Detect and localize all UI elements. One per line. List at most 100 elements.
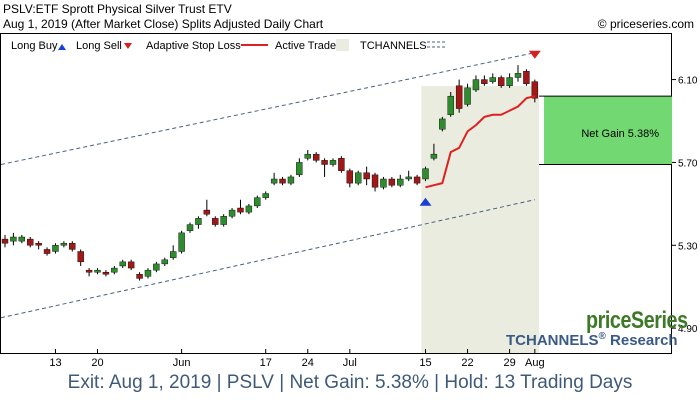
candle	[245, 203, 253, 215]
candle	[254, 195, 261, 208]
x-tick-label: 22	[461, 357, 473, 369]
candle-body	[523, 71, 530, 84]
candle	[312, 152, 320, 163]
candle-body	[531, 81, 539, 99]
candle	[178, 230, 185, 254]
candle	[27, 237, 34, 248]
candle	[439, 116, 446, 132]
lower-channel-line	[0, 199, 535, 319]
y-tick-label: 4.90	[678, 324, 698, 335]
candle-body	[287, 176, 295, 184]
candle	[455, 79, 463, 113]
candle	[161, 257, 168, 266]
chart-title: PSLV:ETF Sprott Physical Silver Trust ET…	[3, 2, 232, 16]
candle-body	[245, 205, 253, 213]
candle	[144, 268, 152, 279]
candle-body	[35, 243, 42, 246]
candle	[228, 208, 236, 219]
tchannels-research-suffix: Research	[605, 332, 678, 349]
candle-body	[60, 243, 68, 246]
candle	[296, 158, 303, 177]
legend-up-arrow-icon	[58, 44, 66, 50]
candle-body	[447, 95, 454, 115]
candle	[388, 176, 396, 188]
candle-body	[237, 207, 244, 213]
trade-summary-footer: Exit: Aug 1, 2019 | PSLV | Net Gain: 5.3…	[67, 372, 633, 393]
candle-body	[43, 249, 51, 254]
registered-mark: ®	[598, 331, 606, 342]
candle	[397, 174, 404, 188]
candle-body	[430, 153, 438, 159]
y-tick-label: 5.30	[678, 241, 698, 252]
candle-body	[85, 269, 93, 273]
candle-body	[497, 77, 505, 86]
x-tick-label: Jul	[343, 357, 357, 369]
candle-body	[397, 178, 404, 186]
legend-long-buy-label: Long Buy	[11, 40, 58, 52]
candle-body	[119, 261, 126, 267]
tchannels-research-logo: TCHANNELS® Research	[506, 331, 678, 349]
candle	[69, 241, 76, 252]
candle-body	[102, 272, 110, 275]
candle	[18, 234, 26, 244]
candle	[119, 259, 126, 269]
candle	[531, 79, 539, 103]
candle-body	[1, 238, 9, 244]
candle-body	[127, 261, 135, 269]
long-sell-arrow-icon	[528, 50, 541, 59]
x-tick-label: 24	[302, 357, 314, 369]
tchannels-research-prefix: TCHANNELS	[506, 332, 599, 349]
candle-body	[195, 218, 202, 225]
candle	[481, 75, 488, 86]
candle-body	[10, 236, 17, 242]
adaptive-stop-loss-line	[425, 95, 536, 189]
x-tick-label: 20	[91, 357, 103, 369]
candle	[497, 75, 505, 88]
active-trade-zone	[421, 86, 540, 353]
candle	[127, 259, 135, 271]
legend-down-arrow-icon	[124, 43, 132, 49]
legend-long-sell-label: Long Sell	[76, 40, 122, 52]
candle	[10, 232, 17, 246]
candle-body	[220, 216, 227, 225]
candle-body	[52, 245, 59, 252]
candle	[203, 199, 211, 217]
candle	[321, 158, 328, 177]
net-gain-label: Net Gain 5.38%	[581, 128, 659, 140]
candle	[195, 216, 202, 229]
legend-background	[6, 37, 438, 53]
candle-body	[405, 176, 412, 180]
candle	[52, 243, 59, 254]
candle-body	[489, 77, 496, 82]
candle-body	[338, 158, 345, 171]
candle	[329, 158, 337, 167]
candle-body	[186, 224, 194, 231]
candle-body	[212, 218, 219, 225]
y-tick-label: 5.70	[678, 158, 698, 169]
candle-body	[136, 274, 143, 279]
candle	[136, 272, 143, 281]
chart-subtitle: Aug 1, 2019 (After Market Close) Splits …	[3, 17, 324, 31]
candle	[514, 65, 522, 82]
candle	[270, 172, 278, 186]
candle	[220, 214, 227, 227]
candle-body	[514, 73, 522, 78]
candle-body	[254, 197, 261, 207]
candle	[405, 170, 412, 182]
candle	[237, 199, 244, 215]
candle-body	[439, 118, 446, 130]
candle	[464, 83, 471, 107]
candle	[413, 174, 421, 186]
candle-body	[472, 79, 480, 91]
candle	[94, 268, 101, 275]
candle-body	[346, 170, 354, 184]
candle-body	[355, 172, 362, 184]
candle-body	[77, 251, 84, 263]
candle	[279, 176, 286, 186]
candle-body	[455, 85, 463, 109]
site-credit: © priceseries.com	[597, 17, 694, 31]
net-gain-box	[544, 96, 673, 165]
candle-body	[161, 259, 168, 265]
x-tick-label: 17	[260, 357, 272, 369]
candle-body	[111, 267, 118, 273]
